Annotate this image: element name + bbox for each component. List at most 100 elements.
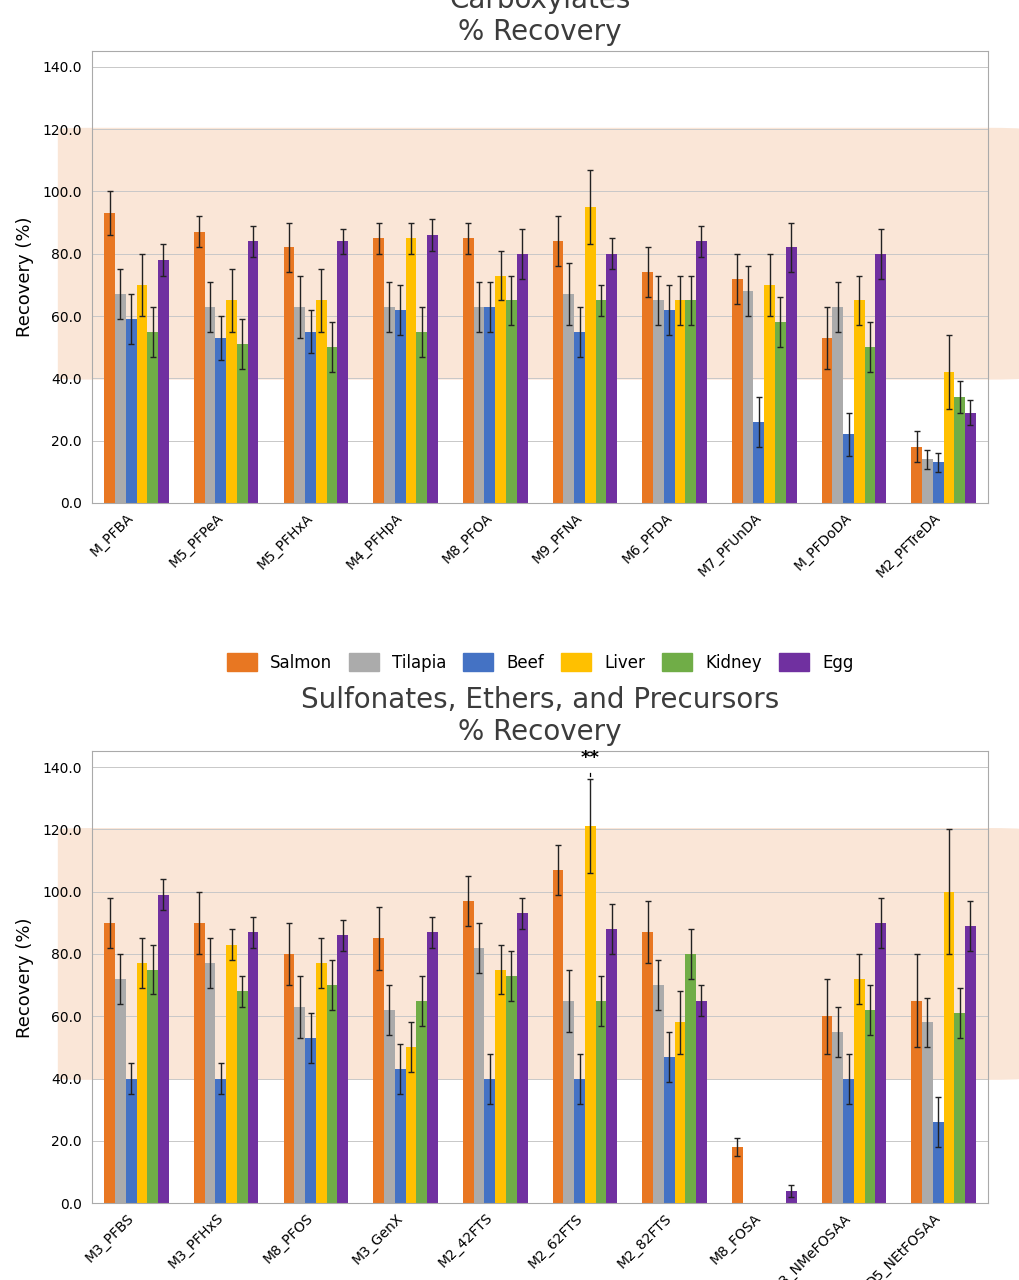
Bar: [642, 273, 653, 503]
Bar: [932, 1123, 944, 1203]
FancyBboxPatch shape: [58, 828, 1019, 1080]
Bar: [474, 947, 484, 1203]
Bar: [596, 301, 606, 503]
Bar: [373, 238, 384, 503]
Bar: [911, 1001, 922, 1203]
Y-axis label: Recovery (%): Recovery (%): [16, 216, 35, 338]
Bar: [316, 301, 327, 503]
Bar: [283, 954, 294, 1203]
Bar: [932, 462, 944, 503]
Bar: [495, 969, 506, 1203]
Bar: [653, 301, 663, 503]
Bar: [104, 214, 115, 503]
Bar: [596, 1001, 606, 1203]
Bar: [663, 310, 675, 503]
Bar: [552, 870, 564, 1203]
Bar: [394, 310, 406, 503]
Bar: [606, 929, 618, 1203]
Bar: [194, 232, 205, 503]
Bar: [406, 1047, 417, 1203]
Bar: [283, 247, 294, 503]
Bar: [585, 826, 596, 1203]
Title: Sulfonates, Ethers, and Precursors
% Recovery: Sulfonates, Ethers, and Precursors % Rec…: [301, 686, 780, 746]
Bar: [215, 1079, 226, 1203]
Bar: [944, 892, 955, 1203]
Bar: [495, 275, 506, 503]
Bar: [427, 932, 438, 1203]
Bar: [394, 1069, 406, 1203]
Bar: [327, 986, 337, 1203]
Bar: [373, 938, 384, 1203]
Bar: [205, 307, 215, 503]
Bar: [294, 307, 305, 503]
Bar: [786, 247, 797, 503]
Bar: [517, 253, 528, 503]
FancyBboxPatch shape: [58, 128, 1019, 380]
Bar: [337, 241, 348, 503]
Bar: [463, 238, 474, 503]
Bar: [686, 954, 696, 1203]
Bar: [965, 412, 976, 503]
Bar: [833, 307, 843, 503]
Bar: [696, 1001, 707, 1203]
Bar: [337, 936, 348, 1203]
Bar: [484, 1079, 495, 1203]
Bar: [732, 1147, 743, 1203]
Bar: [653, 986, 663, 1203]
Bar: [406, 238, 417, 503]
Bar: [384, 307, 394, 503]
Bar: [294, 1007, 305, 1203]
Bar: [833, 1032, 843, 1203]
Bar: [327, 347, 337, 503]
Bar: [743, 291, 753, 503]
Bar: [484, 307, 495, 503]
Bar: [148, 332, 158, 503]
Bar: [606, 253, 618, 503]
Title: Carboxylates
% Recovery: Carboxylates % Recovery: [449, 0, 631, 46]
Bar: [158, 895, 169, 1203]
Bar: [474, 307, 484, 503]
Bar: [663, 1057, 675, 1203]
Bar: [922, 1023, 932, 1203]
Bar: [205, 964, 215, 1203]
Bar: [775, 323, 786, 503]
Bar: [675, 301, 686, 503]
Bar: [786, 1190, 797, 1203]
Bar: [137, 285, 148, 503]
Bar: [843, 434, 854, 503]
Bar: [427, 236, 438, 503]
Bar: [843, 1079, 854, 1203]
Bar: [922, 460, 932, 503]
Bar: [417, 332, 427, 503]
Bar: [237, 344, 248, 503]
Bar: [875, 253, 887, 503]
Bar: [517, 914, 528, 1203]
Bar: [215, 338, 226, 503]
Legend: Salmon, Tilapia, Beef, Liver, Kidney, Egg: Salmon, Tilapia, Beef, Liver, Kidney, Eg…: [220, 646, 860, 678]
Bar: [237, 991, 248, 1203]
Bar: [125, 1079, 137, 1203]
Bar: [564, 1001, 574, 1203]
Bar: [965, 925, 976, 1203]
Bar: [104, 923, 115, 1203]
Bar: [642, 932, 653, 1203]
Bar: [552, 241, 564, 503]
Bar: [316, 964, 327, 1203]
Bar: [148, 969, 158, 1203]
Bar: [753, 422, 764, 503]
Bar: [194, 923, 205, 1203]
Bar: [226, 301, 237, 503]
Bar: [226, 945, 237, 1203]
Bar: [732, 279, 743, 503]
Y-axis label: Recovery (%): Recovery (%): [16, 916, 35, 1038]
Bar: [137, 964, 148, 1203]
Bar: [305, 332, 316, 503]
Bar: [506, 975, 517, 1203]
Bar: [115, 979, 125, 1203]
Bar: [865, 1010, 875, 1203]
Bar: [686, 301, 696, 503]
Bar: [821, 338, 833, 503]
Bar: [125, 319, 137, 503]
Bar: [955, 397, 965, 503]
Bar: [854, 301, 865, 503]
